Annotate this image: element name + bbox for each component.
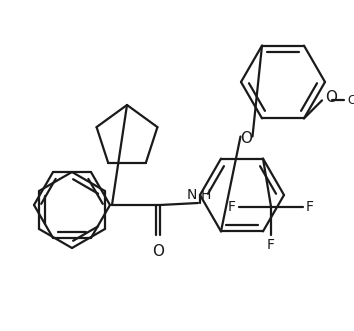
Text: O: O [240, 131, 252, 146]
Text: O: O [325, 90, 337, 105]
Text: CH₃: CH₃ [347, 94, 354, 107]
Text: F: F [267, 238, 275, 252]
Text: F: F [228, 200, 236, 213]
Text: H: H [201, 188, 211, 202]
Text: N: N [187, 188, 197, 202]
Text: F: F [306, 200, 314, 213]
Text: O: O [152, 244, 164, 259]
